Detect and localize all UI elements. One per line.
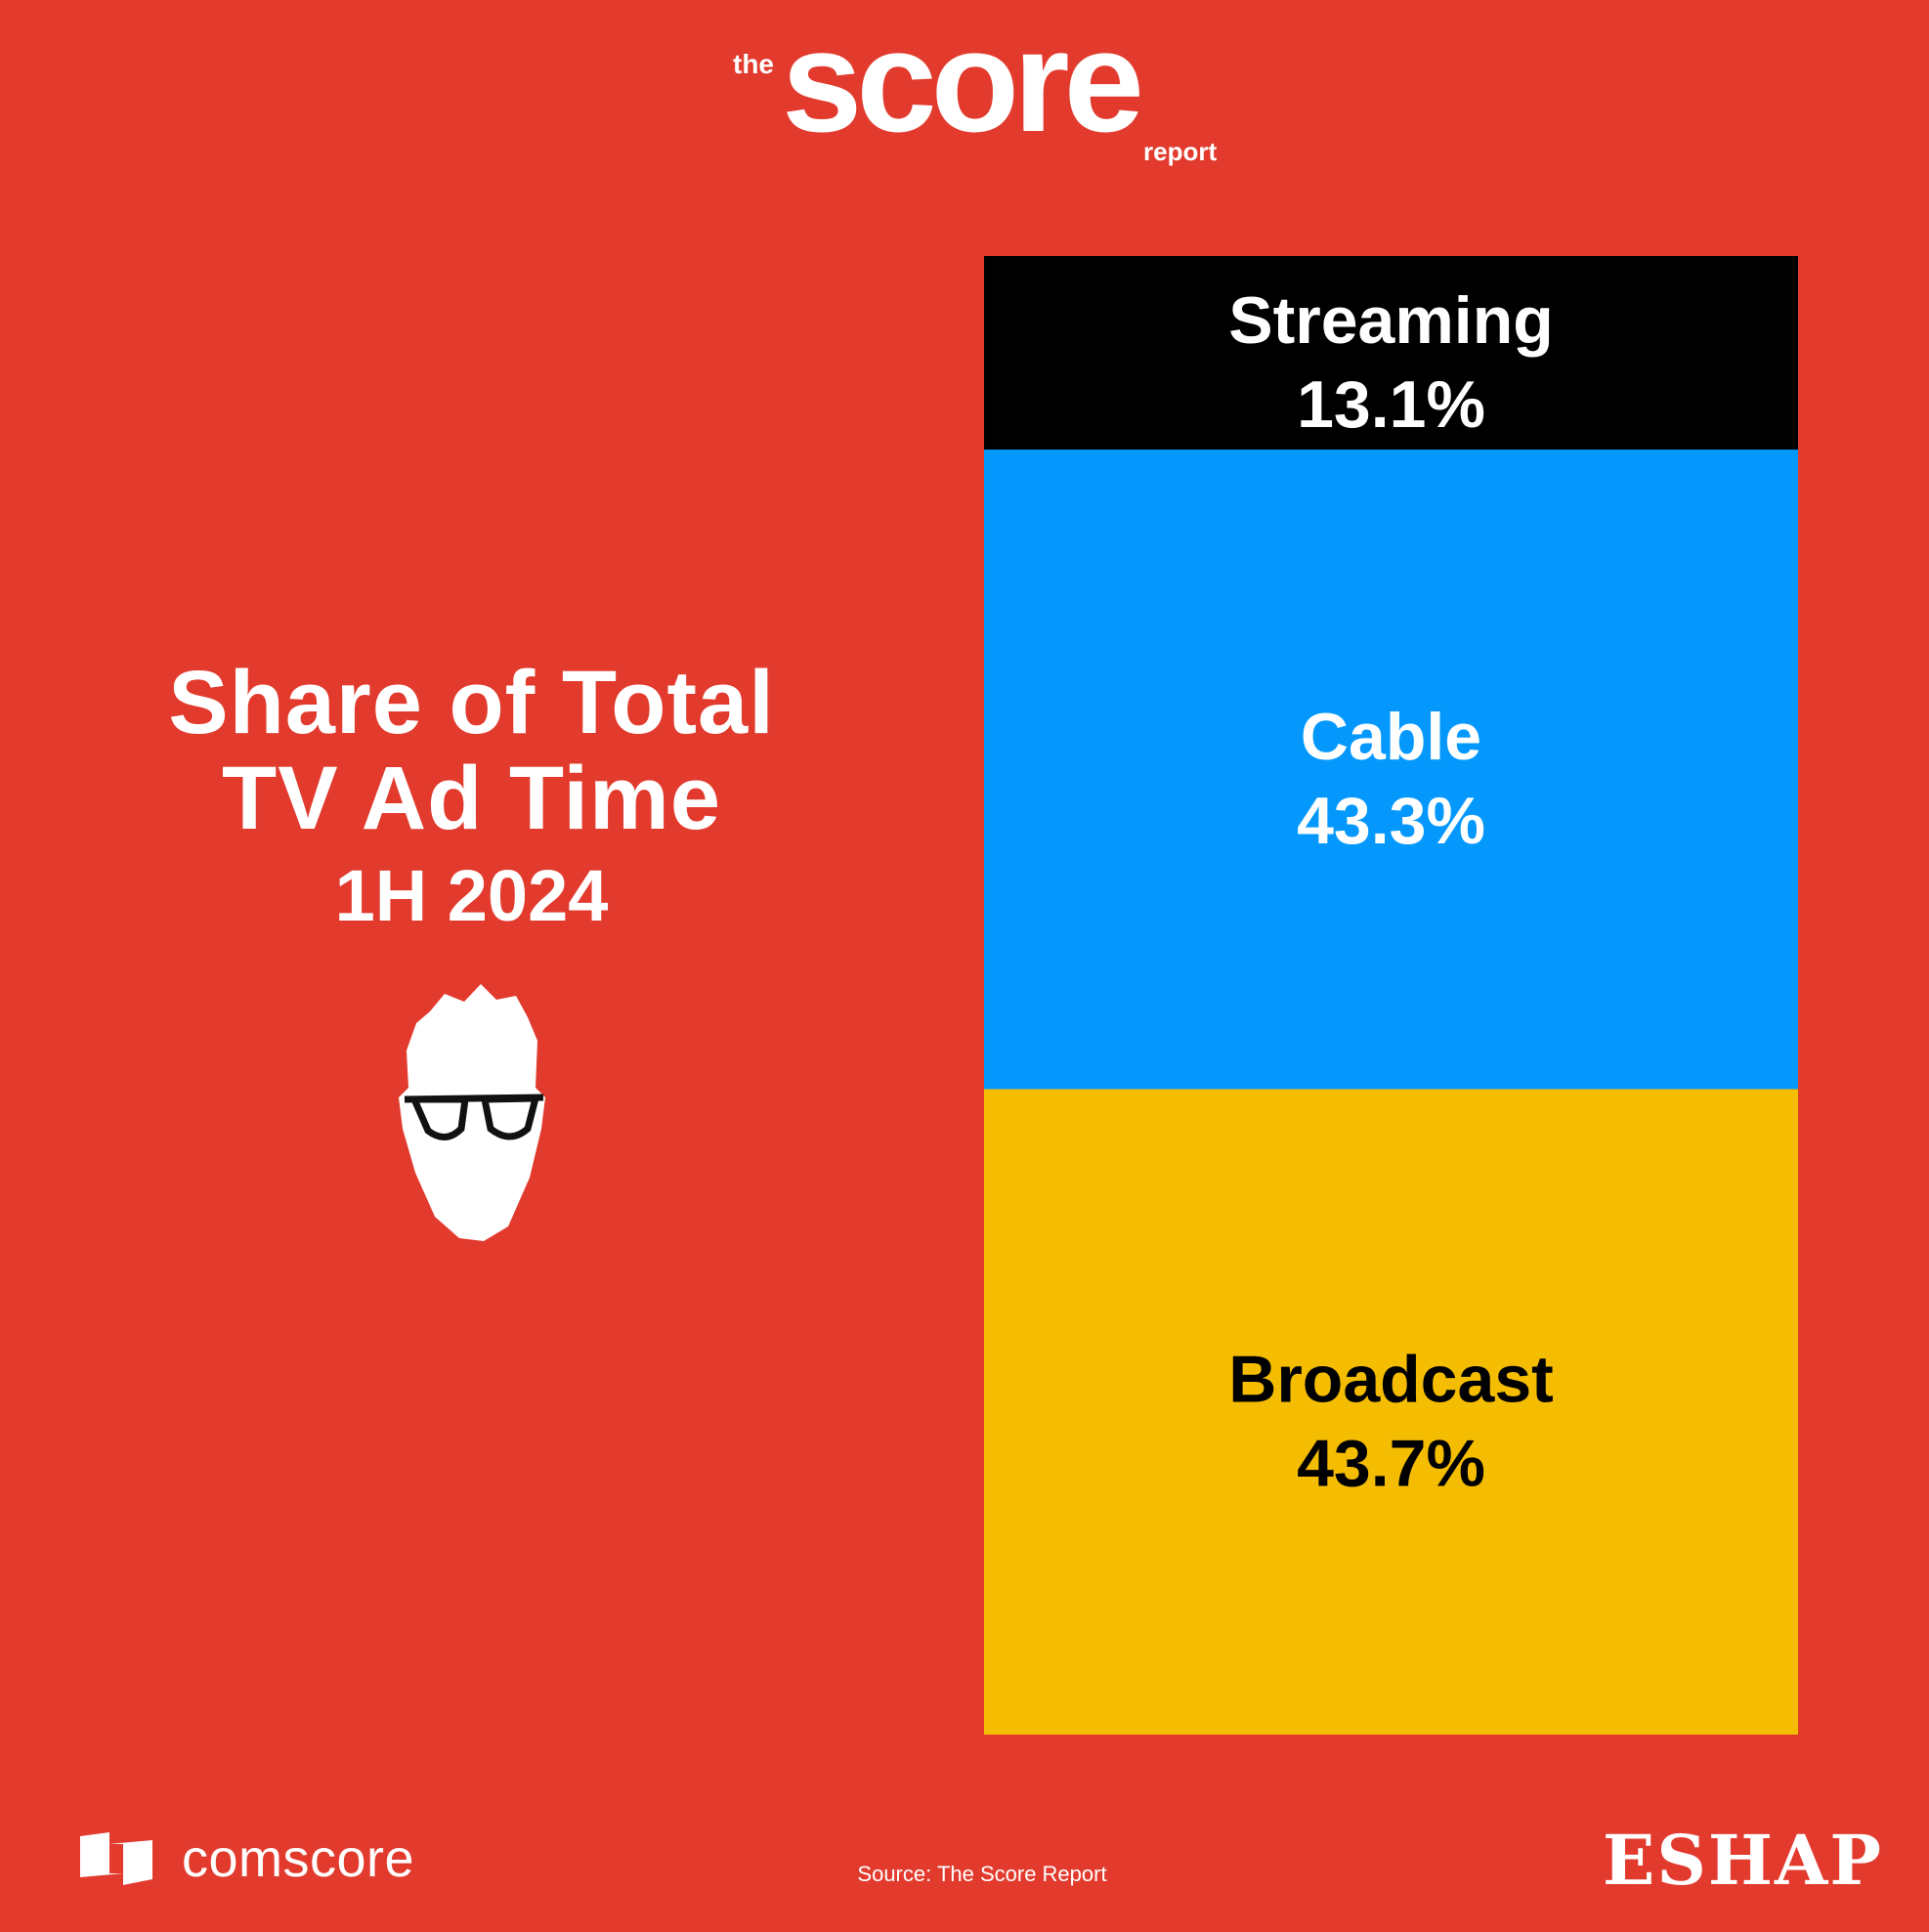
title-block: Share of Total TV Ad Time 1H 2024 [59,655,884,940]
logo-report: report [1143,137,1218,166]
bar-segment-cable [984,450,1798,1090]
eshap-logo: ESHAP [1603,1820,1883,1901]
the-score-report-logo: the score report [723,10,1251,176]
bar-segment-streaming [984,256,1798,451]
mascot-head-icon [399,984,545,1241]
chart-title-line-1: Share of Total [168,653,775,752]
chart-period: 1H 2024 [334,855,609,936]
segment-label-streaming: Streaming [1228,283,1554,358]
segment-value-streaming: 13.1% [1297,367,1485,442]
segment-label-cable: Cable [1301,700,1481,774]
comscore-logo: comscore [80,1829,414,1888]
chart-title-line-2: TV Ad Time [222,749,721,848]
source-note: Source: The Score Report [857,1862,1107,1886]
logo-score: score [782,1,1144,162]
logo-the: the [733,49,774,79]
comscore-mark-icon [80,1832,152,1885]
bar-segment-broadcast [984,1089,1798,1735]
segment-value-broadcast: 43.7% [1297,1427,1485,1501]
segment-label-broadcast: Broadcast [1228,1343,1554,1417]
glasses-icon [404,1094,544,1140]
comscore-wordmark: comscore [182,1829,415,1888]
segment-value-cable: 43.3% [1297,784,1485,858]
mascot-face [399,984,545,1241]
